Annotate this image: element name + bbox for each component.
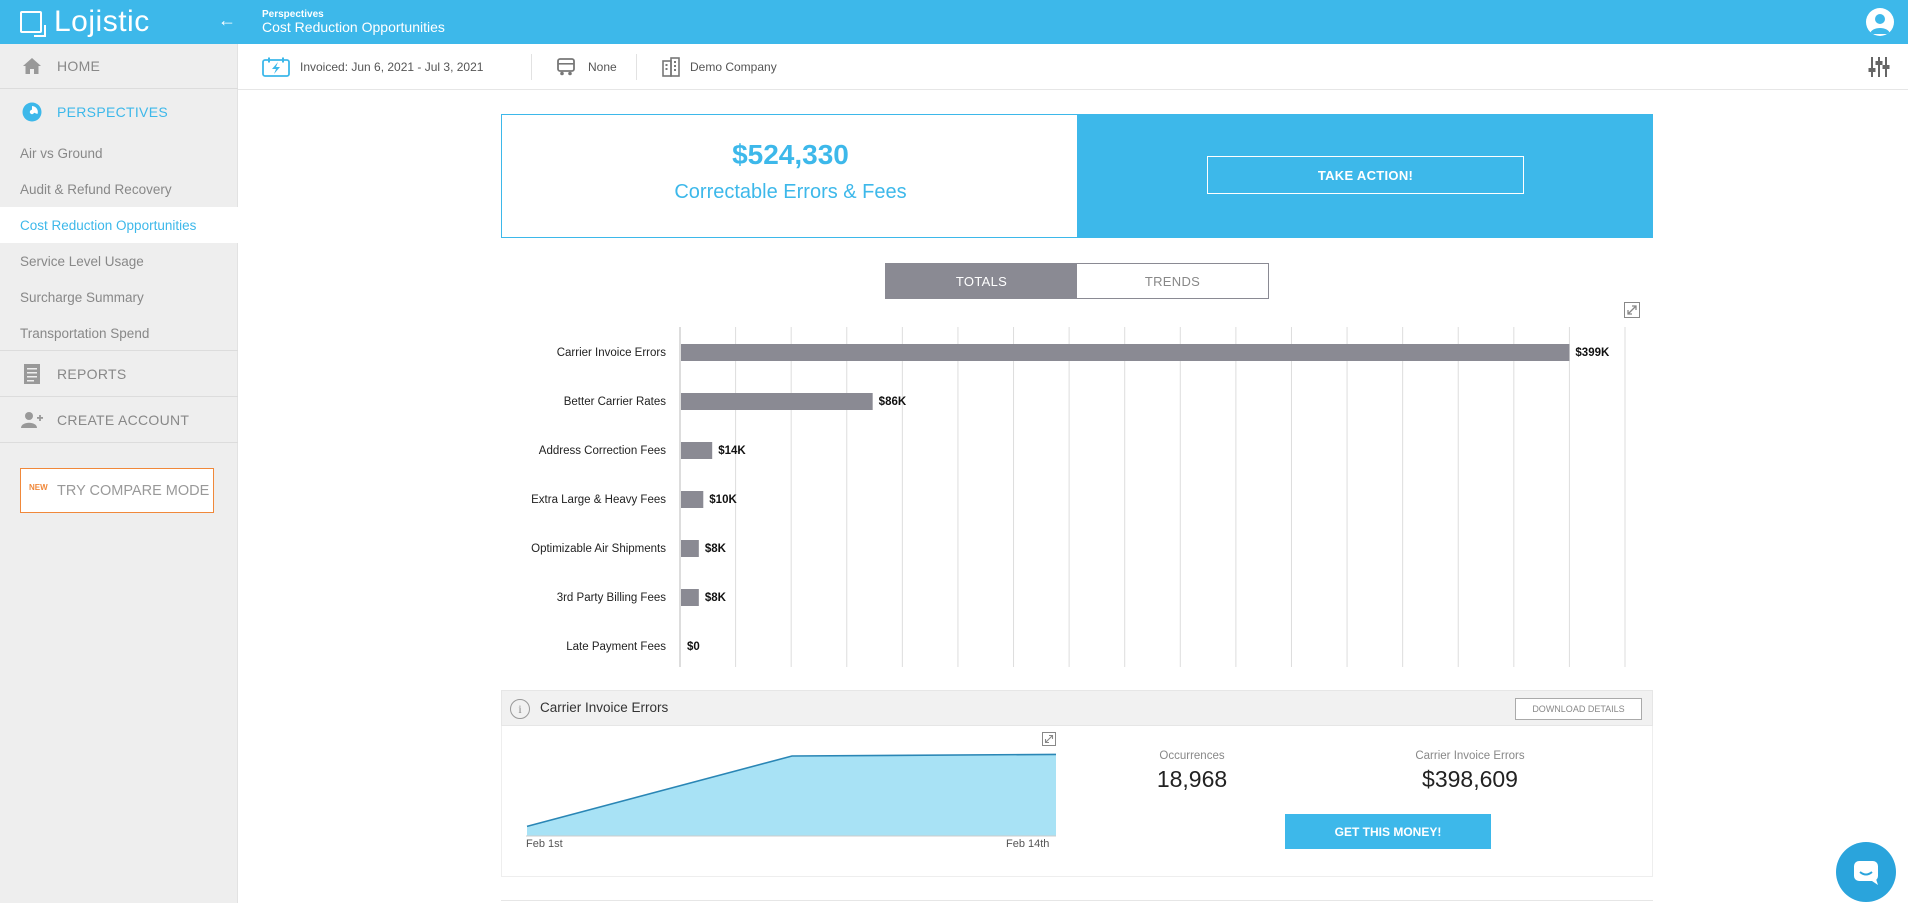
calendar-bolt-icon xyxy=(262,57,290,77)
date-filter-label: Invoiced: Jun 6, 2021 - Jul 3, 2021 xyxy=(300,60,484,74)
try-compare-mode-button[interactable]: NEW TRY COMPARE MODE xyxy=(20,468,214,513)
divider xyxy=(0,442,238,443)
divider xyxy=(0,396,238,397)
nav-reports[interactable]: REPORTS xyxy=(0,352,238,396)
logo-mark-icon xyxy=(20,11,46,37)
add-user-icon xyxy=(20,408,44,432)
bar-value-label: $14K xyxy=(718,445,746,457)
correctable-total-amount: $524,330 xyxy=(732,139,849,170)
detail-title: Carrier Invoice Errors xyxy=(540,700,669,715)
perspectives-icon xyxy=(20,100,44,124)
bar xyxy=(681,540,699,557)
nav-perspectives-label: PERSPECTIVES xyxy=(57,104,168,120)
expand-chart-icon[interactable] xyxy=(1624,302,1640,318)
bar xyxy=(681,393,873,410)
user-avatar-icon[interactable] xyxy=(1866,8,1894,36)
tab-trends[interactable]: TRENDS xyxy=(1077,264,1268,298)
errors-amount-label: Carrier Invoice Errors xyxy=(1415,750,1525,762)
bar xyxy=(681,344,1570,361)
cost-reduction-bar-chart: Carrier Invoice Errors $399K Better Carrie… xyxy=(531,327,1626,667)
correctable-total-card: $524,330 Correctable Errors & Fees xyxy=(501,114,1078,238)
nav-create-account-label: CREATE ACCOUNT xyxy=(57,412,190,428)
next-section-border xyxy=(501,900,1653,901)
bar xyxy=(681,589,699,606)
logo-text: Lojistic xyxy=(54,5,150,38)
sidebar-item-audit-refund[interactable]: Audit & Refund Recovery xyxy=(20,181,172,197)
home-icon xyxy=(20,54,44,78)
occurrences-label: Occurrences xyxy=(1159,750,1225,762)
nav-reports-label: REPORTS xyxy=(57,366,127,382)
sidebar-item-service-level[interactable]: Service Level Usage xyxy=(20,253,144,269)
reports-icon xyxy=(20,362,44,386)
sidebar-item-cost-reduction[interactable]: Cost Reduction Opportunities xyxy=(0,207,238,243)
expand-trend-icon[interactable] xyxy=(1042,732,1056,746)
compare-mode-label: TRY COMPARE MODE xyxy=(57,483,210,499)
bar xyxy=(681,491,704,508)
bar-category-label: Carrier Invoice Errors xyxy=(557,347,667,359)
date-filter[interactable]: Invoiced: Jun 6, 2021 - Jul 3, 2021 xyxy=(262,44,483,90)
lojistic-logo[interactable]: Lojistic xyxy=(20,5,150,38)
errors-amount-value: $398,609 xyxy=(1422,766,1518,792)
company-filter[interactable]: Demo Company xyxy=(661,44,777,90)
company-filter-label: Demo Company xyxy=(690,60,777,74)
bar-category-label: Late Payment Fees xyxy=(566,641,666,653)
detail-header: i Carrier Invoice Errors DOWNLOAD DETAIL… xyxy=(501,690,1653,726)
new-badge: NEW xyxy=(29,483,48,492)
back-arrow-icon[interactable]: ← xyxy=(218,10,236,30)
tab-totals[interactable]: TOTALS xyxy=(886,264,1077,298)
nav-create-account[interactable]: CREATE ACCOUNT xyxy=(0,398,238,442)
building-icon xyxy=(661,57,681,77)
sidebar-item-transportation[interactable]: Transportation Spend xyxy=(20,325,150,341)
get-this-money-button[interactable]: GET THIS MONEY! xyxy=(1285,814,1491,849)
bar-category-label: Address Correction Fees xyxy=(539,445,666,457)
top-bar: Lojistic ← Perspectives Cost Reduction O… xyxy=(0,0,1908,44)
filter-settings-icon[interactable] xyxy=(1868,56,1890,78)
bar-category-label: Extra Large & Heavy Fees xyxy=(531,494,666,506)
trend-x-end-label: Feb 14th xyxy=(1006,838,1050,850)
bar-value-label: $8K xyxy=(705,592,727,604)
bar-category-label: 3rd Party Billing Fees xyxy=(557,592,667,604)
bar-value-label: $86K xyxy=(879,396,907,408)
carrier-filter-label: None xyxy=(588,60,617,74)
download-details-button[interactable]: DOWNLOAD DETAILS xyxy=(1515,698,1642,720)
truck-icon xyxy=(556,57,576,77)
sidebar-item-surcharge[interactable]: Surcharge Summary xyxy=(20,289,144,305)
correctable-total-label: Correctable Errors & Fees xyxy=(674,181,907,203)
trend-line xyxy=(526,753,1057,828)
breadcrumb-section: Perspectives xyxy=(262,9,324,20)
bar-category-label: Optimizable Air Shipments xyxy=(531,543,666,555)
take-action-button[interactable]: TAKE ACTION! xyxy=(1207,156,1524,194)
filter-divider xyxy=(531,54,532,80)
filter-bar: Invoiced: Jun 6, 2021 - Jul 3, 2021 None… xyxy=(238,44,1908,90)
detail-body: Feb 1st Feb 14th Occurrences 18,968 Carr… xyxy=(501,726,1653,877)
take-action-panel: TAKE ACTION! xyxy=(1078,114,1653,238)
sidebar-item-air-vs-ground[interactable]: Air vs Ground xyxy=(20,145,103,161)
trend-area xyxy=(527,754,1056,836)
divider xyxy=(0,88,238,89)
filter-divider xyxy=(636,54,637,80)
savings-summary: $524,330 Correctable Errors & Fees TAKE … xyxy=(501,114,1653,238)
trend-area-chart xyxy=(526,753,1057,837)
view-toggle: TOTALS TRENDS xyxy=(885,263,1269,299)
bar-category-label: Better Carrier Rates xyxy=(564,396,667,408)
occurrences-value: 18,968 xyxy=(1156,766,1228,792)
trend-x-start-label: Feb 1st xyxy=(526,838,563,850)
sidebar: HOME PERSPECTIVES Air vs Ground Audit & … xyxy=(0,44,238,903)
bar-value-label: $8K xyxy=(705,543,727,555)
carrier-filter[interactable]: None xyxy=(556,44,617,90)
page-title: Cost Reduction Opportunities xyxy=(262,19,445,35)
nav-perspectives[interactable]: PERSPECTIVES xyxy=(0,90,238,134)
nav-home[interactable]: HOME xyxy=(0,44,238,88)
bar-value-label: $0 xyxy=(687,641,700,653)
bar-value-label: $10K xyxy=(709,494,737,506)
info-icon[interactable]: i xyxy=(510,699,530,719)
bar xyxy=(681,442,713,459)
divider xyxy=(0,350,238,351)
nav-home-label: HOME xyxy=(57,58,101,74)
bar-value-label: $399K xyxy=(1575,347,1610,359)
chat-support-icon[interactable] xyxy=(1836,842,1896,902)
